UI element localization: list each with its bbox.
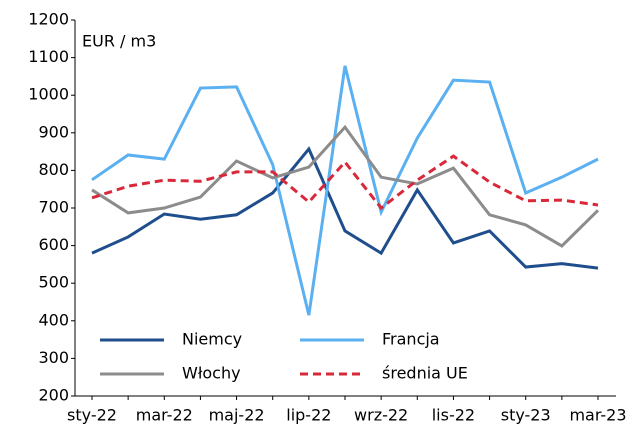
legend-label: Francja [382, 330, 440, 349]
legend-label: Włochy [182, 364, 241, 383]
x-tick-label: mar-23 [569, 406, 626, 425]
y-tick-label: 800 [38, 160, 69, 179]
y-tick-label: 1000 [28, 85, 69, 104]
x-tick-label: sty-22 [67, 406, 117, 425]
y-tick-label: 1100 [28, 47, 69, 66]
y-tick-label: 400 [38, 310, 69, 329]
y-tick-label: 1200 [28, 10, 69, 29]
series-line [91, 146, 599, 270]
x-tick-label: sty-23 [501, 406, 551, 425]
x-tick-label: wrz-22 [354, 406, 408, 425]
series-line [91, 65, 599, 316]
y-tick-label: 300 [38, 348, 69, 367]
x-tick-label: mar-22 [136, 406, 193, 425]
x-tick-label: lip-22 [286, 406, 331, 425]
x-tick-label: lis-22 [432, 406, 475, 425]
series-line [91, 124, 600, 248]
y-tick-label: 900 [38, 122, 69, 141]
y-tick-label: 600 [38, 235, 69, 254]
legend-label: średnia UE [382, 364, 468, 383]
legend-label: Niemcy [182, 330, 242, 349]
x-tick-label: maj-22 [209, 406, 265, 425]
y-tick-label: 200 [38, 386, 69, 405]
y-tick-label: 500 [38, 273, 69, 292]
y-tick-label: 700 [38, 198, 69, 217]
y-axis-label: EUR / m3 [82, 32, 156, 51]
